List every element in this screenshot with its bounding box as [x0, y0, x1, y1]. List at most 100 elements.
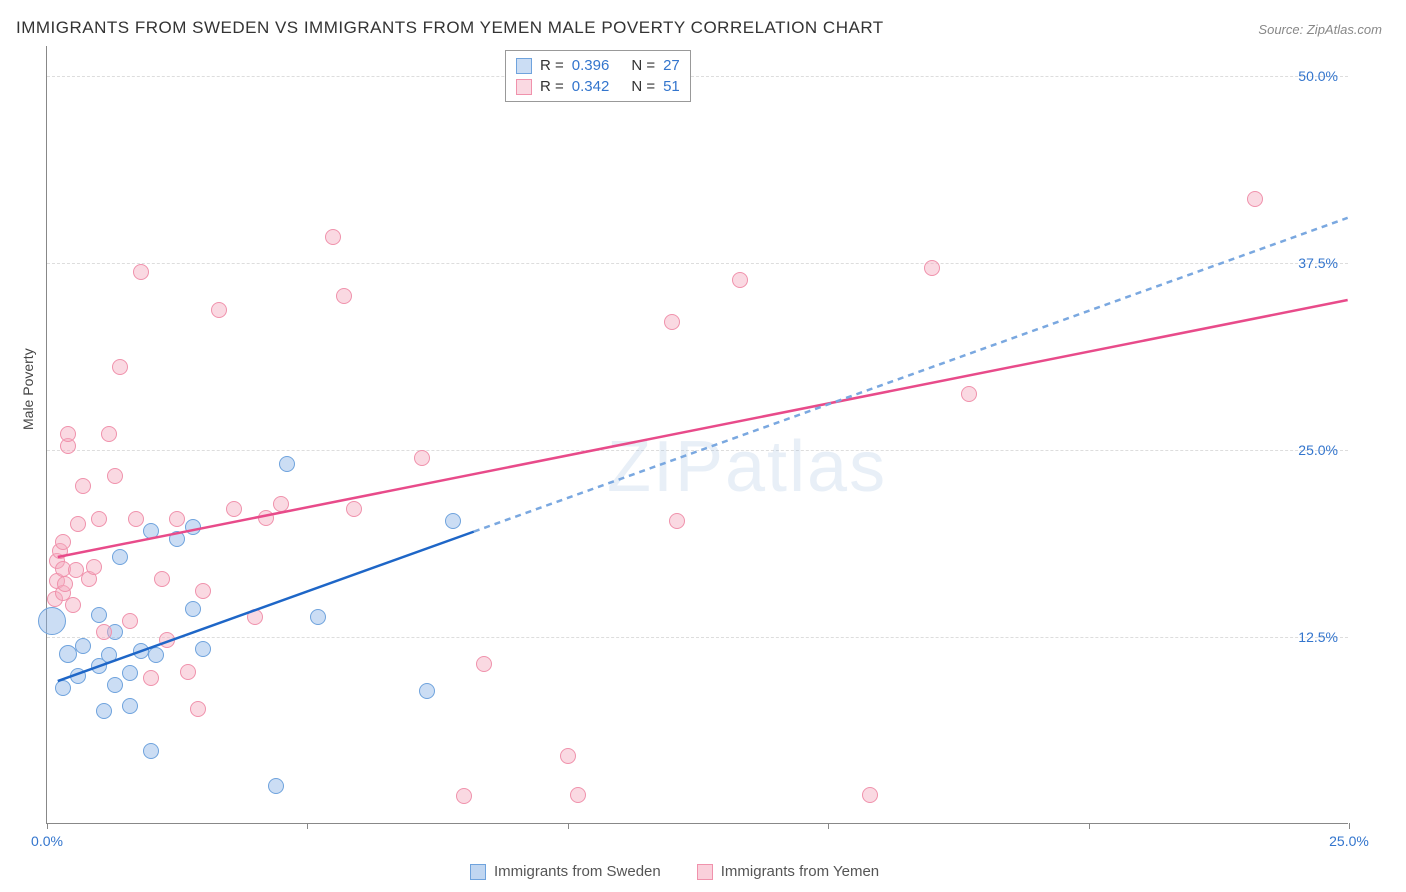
watermark: ZIPatlas [607, 426, 887, 508]
bubble-sweden [169, 531, 185, 547]
stat-r-value: 0.342 [572, 78, 610, 95]
y-tick-label: 50.0% [1298, 68, 1338, 84]
bubble-yemen [60, 426, 76, 442]
bubble-yemen [96, 624, 112, 640]
legend-swatch [697, 864, 713, 880]
bubble-yemen [195, 583, 211, 599]
bubble-yemen [180, 664, 196, 680]
bubble-yemen [55, 534, 71, 550]
x-tick-label: 25.0% [1329, 833, 1369, 849]
bubble-sweden [107, 677, 123, 693]
bubble-yemen [476, 656, 492, 672]
trend-line [58, 300, 1348, 557]
bubble-sweden [185, 519, 201, 535]
bubble-sweden [419, 683, 435, 699]
stat-n-label: N = [631, 78, 655, 95]
bubble-sweden [59, 645, 77, 663]
legend-swatch [516, 58, 532, 74]
x-tick [1349, 823, 1350, 829]
stat-r-label: R = [540, 57, 564, 74]
bubble-sweden [101, 647, 117, 663]
x-tick [828, 823, 829, 829]
stat-row: R = 0.396 N = 27 [516, 55, 680, 76]
bubble-yemen [273, 496, 289, 512]
stat-n-value: 51 [663, 78, 680, 95]
stat-r-value: 0.396 [572, 57, 610, 74]
bottom-legend: Immigrants from Sweden Immigrants from Ye… [470, 863, 879, 880]
gridline [47, 76, 1348, 77]
bubble-yemen [112, 359, 128, 375]
stat-n-value: 27 [663, 57, 680, 74]
bubble-yemen [107, 468, 123, 484]
x-tick [1089, 823, 1090, 829]
legend-label: Immigrants from Sweden [494, 863, 661, 880]
bubble-yemen [414, 450, 430, 466]
gridline [47, 263, 1348, 264]
bubble-sweden [143, 743, 159, 759]
bubble-yemen [560, 748, 576, 764]
x-tick-label: 0.0% [31, 833, 63, 849]
chart-title: IMMIGRANTS FROM SWEDEN VS IMMIGRANTS FRO… [16, 18, 884, 38]
bubble-yemen [143, 670, 159, 686]
bubble-yemen [325, 229, 341, 245]
bubble-sweden [75, 638, 91, 654]
y-tick-label: 37.5% [1298, 255, 1338, 271]
bubble-sweden [185, 601, 201, 617]
bubble-yemen [570, 787, 586, 803]
bubble-yemen [346, 501, 362, 517]
bubble-yemen [128, 511, 144, 527]
bubble-sweden [133, 643, 149, 659]
legend-label: Immigrants from Yemen [721, 863, 879, 880]
stat-n-label: N = [631, 57, 655, 74]
bubble-yemen [669, 513, 685, 529]
source-name: ZipAtlas.com [1307, 22, 1382, 37]
bubble-yemen [57, 576, 73, 592]
bubble-yemen [1247, 191, 1263, 207]
plot-area: 12.5%25.0%37.5%50.0%0.0%25.0%ZIPatlas [46, 46, 1348, 824]
bubble-yemen [226, 501, 242, 517]
bubble-sweden [122, 665, 138, 681]
bubble-sweden [310, 609, 326, 625]
trend-lines-layer [47, 46, 1348, 823]
stat-row: R = 0.342 N = 51 [516, 76, 680, 97]
y-tick-label: 25.0% [1298, 442, 1338, 458]
legend-item: Immigrants from Sweden [470, 863, 661, 880]
y-tick-label: 12.5% [1298, 629, 1338, 645]
bubble-yemen [122, 613, 138, 629]
bubble-sweden [195, 641, 211, 657]
bubble-sweden [445, 513, 461, 529]
source-label: Source: [1258, 22, 1303, 37]
source-attribution: Source: ZipAtlas.com [1258, 22, 1382, 37]
bubble-yemen [211, 302, 227, 318]
bubble-sweden [268, 778, 284, 794]
bubble-sweden [38, 607, 66, 635]
x-tick [47, 823, 48, 829]
bubble-yemen [68, 562, 84, 578]
bubble-yemen [664, 314, 680, 330]
bubble-yemen [65, 597, 81, 613]
bubble-yemen [961, 386, 977, 402]
bubble-sweden [91, 607, 107, 623]
bubble-yemen [154, 571, 170, 587]
bubble-yemen [247, 609, 263, 625]
bubble-yemen [258, 510, 274, 526]
bubble-sweden [70, 668, 86, 684]
legend-swatch [516, 79, 532, 95]
bubble-yemen [190, 701, 206, 717]
bubble-yemen [75, 478, 91, 494]
bubble-sweden [143, 523, 159, 539]
bubble-yemen [86, 559, 102, 575]
trend-line-dashed [474, 218, 1348, 532]
bubble-yemen [159, 632, 175, 648]
bubble-yemen [456, 788, 472, 804]
bubble-yemen [862, 787, 878, 803]
bubble-sweden [96, 703, 112, 719]
bubble-yemen [732, 272, 748, 288]
legend-swatch [470, 864, 486, 880]
bubble-sweden [279, 456, 295, 472]
bubble-yemen [70, 516, 86, 532]
bubble-sweden [112, 549, 128, 565]
legend-item: Immigrants from Yemen [697, 863, 879, 880]
bubble-yemen [101, 426, 117, 442]
stat-r-label: R = [540, 78, 564, 95]
